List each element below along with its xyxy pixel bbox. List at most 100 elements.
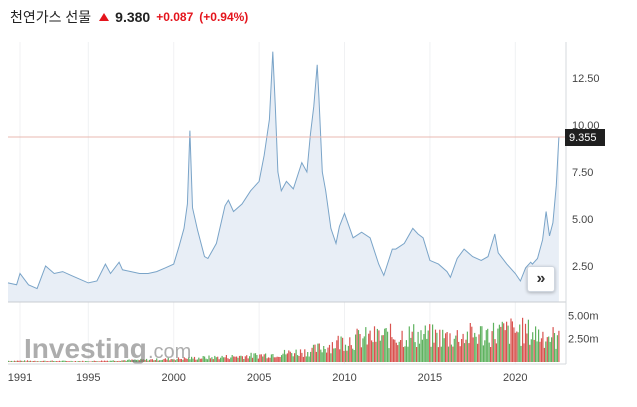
time-tick-label: 2005 bbox=[247, 372, 271, 384]
price-line bbox=[7, 51, 560, 290]
volume-bar bbox=[80, 361, 82, 362]
volume-bar bbox=[326, 352, 328, 362]
volume-bar bbox=[182, 359, 184, 362]
volume-bar bbox=[143, 359, 145, 362]
volume-bar bbox=[495, 343, 497, 362]
volume-bar bbox=[64, 360, 66, 362]
volume-bar bbox=[508, 343, 511, 362]
volume-bar bbox=[189, 359, 191, 362]
volume-bar bbox=[423, 334, 425, 362]
volume-bar bbox=[60, 361, 62, 362]
volume-bar bbox=[103, 360, 106, 362]
volume-bar bbox=[176, 358, 178, 362]
volume-bar bbox=[349, 337, 351, 362]
volume-bar bbox=[208, 355, 210, 362]
volume-bar bbox=[305, 356, 307, 362]
volume-bar bbox=[183, 357, 185, 362]
volume-bar bbox=[289, 351, 291, 362]
volume-bar bbox=[387, 331, 389, 362]
volume-bar bbox=[122, 360, 124, 362]
volume-bar bbox=[201, 358, 203, 362]
volume-bar bbox=[485, 330, 487, 362]
volume-bar bbox=[211, 357, 213, 362]
volume-bar bbox=[346, 350, 348, 362]
volume-bar bbox=[276, 356, 278, 362]
volume-bar bbox=[558, 330, 560, 362]
volume-bar bbox=[283, 349, 286, 362]
volume-bar bbox=[369, 330, 371, 362]
volume-bar bbox=[553, 333, 556, 362]
volume-bar bbox=[124, 360, 126, 362]
scroll-to-latest-button[interactable]: » bbox=[527, 266, 555, 292]
volume-bar bbox=[543, 347, 545, 362]
volume-bar bbox=[288, 350, 290, 362]
volume-bar bbox=[144, 359, 146, 362]
volume-bar bbox=[301, 352, 303, 362]
time-axis: 1991 1995 2000 2005 2010 2015 2020 bbox=[8, 372, 528, 384]
volume-bar bbox=[131, 359, 133, 362]
volume-bar bbox=[294, 353, 296, 362]
volume-bar bbox=[192, 358, 194, 362]
volume-bar bbox=[42, 360, 45, 362]
volume-bar bbox=[328, 344, 331, 362]
volume-bar bbox=[368, 333, 370, 362]
volume-bar bbox=[47, 361, 49, 362]
volume-bar bbox=[337, 335, 339, 362]
volume-bar bbox=[26, 360, 29, 362]
time-tick-label: 2000 bbox=[161, 372, 185, 384]
time-tick-label: 2010 bbox=[332, 372, 356, 384]
volume-bar bbox=[67, 361, 69, 362]
volume-bar bbox=[449, 333, 451, 362]
volume-bar bbox=[542, 331, 544, 362]
volume-bar bbox=[147, 360, 149, 362]
volume-bar bbox=[234, 356, 236, 362]
time-tick-label: 2020 bbox=[503, 372, 527, 384]
volume-bar bbox=[430, 346, 432, 362]
volume-bar bbox=[545, 341, 547, 362]
volume-bar bbox=[478, 334, 480, 362]
volume-bar bbox=[115, 361, 117, 362]
volume-bar bbox=[66, 361, 68, 362]
volume-bar bbox=[154, 360, 156, 362]
volume-bar bbox=[53, 361, 55, 362]
volume-bar bbox=[57, 361, 59, 362]
volume-bar bbox=[275, 357, 277, 362]
instrument-title: 천연가스 선물 bbox=[10, 9, 92, 25]
volume-bar bbox=[127, 359, 129, 362]
volume-bar bbox=[522, 317, 524, 362]
volume-bar bbox=[359, 334, 361, 362]
volume-bar bbox=[416, 347, 418, 362]
volume-bar bbox=[317, 343, 319, 362]
volume-bar bbox=[270, 354, 272, 362]
volume-bar bbox=[548, 336, 550, 362]
volume-bar bbox=[35, 361, 37, 362]
volume-bar bbox=[159, 360, 161, 362]
volume-bar bbox=[157, 360, 159, 362]
volume-bar bbox=[445, 333, 447, 362]
volume-bar bbox=[498, 324, 500, 362]
volume-bar bbox=[135, 359, 137, 362]
watermark-brand: Investing bbox=[24, 333, 147, 364]
volume-bar bbox=[233, 356, 235, 362]
volume-bar bbox=[199, 358, 201, 362]
volume-bar bbox=[206, 359, 209, 362]
volume-bar bbox=[417, 331, 419, 362]
volume-bar bbox=[205, 358, 207, 362]
volume-bar bbox=[153, 360, 155, 362]
volume-bar bbox=[299, 349, 302, 362]
volume-bar bbox=[381, 335, 383, 362]
price-change: +0.087 bbox=[156, 10, 194, 24]
volume-bar bbox=[214, 355, 216, 362]
volume-bar bbox=[15, 361, 17, 362]
volume-bar bbox=[471, 326, 473, 362]
volume-bar bbox=[463, 343, 466, 362]
volume-bar bbox=[179, 359, 181, 362]
volume-bar bbox=[510, 318, 512, 362]
volume-bar bbox=[540, 338, 543, 362]
volume-bar bbox=[9, 361, 11, 362]
volume-bar bbox=[450, 344, 452, 362]
volume-bar bbox=[193, 356, 196, 362]
volume-bar bbox=[240, 355, 242, 362]
volume-bar bbox=[130, 360, 132, 362]
